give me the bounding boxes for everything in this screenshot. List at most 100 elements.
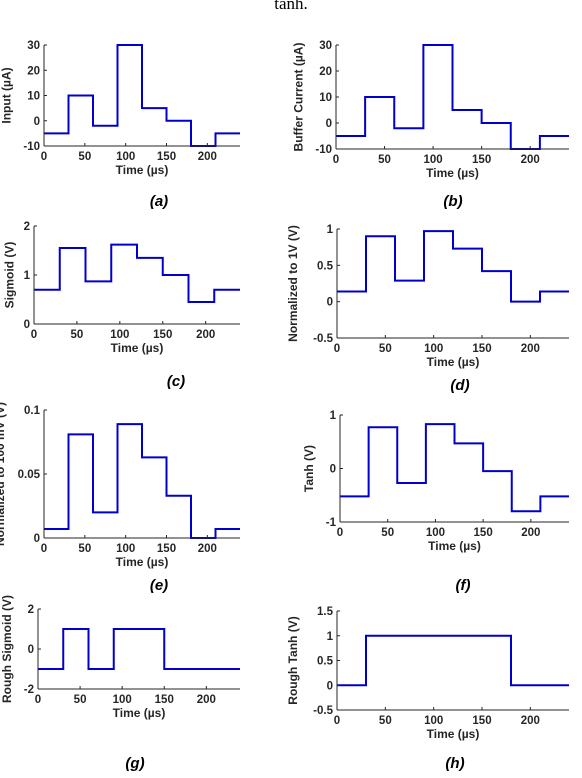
y-tick-label: 0: [34, 533, 40, 545]
x-tick-label: 150: [155, 694, 174, 706]
signal-trace: [34, 243, 240, 303]
panel-caption: (a): [150, 193, 168, 210]
panel-caption: (c): [167, 373, 185, 390]
signal-trace: [38, 628, 240, 670]
x-tick-label: 100: [426, 527, 445, 539]
x-tick-label: 0: [333, 154, 339, 166]
x-tick-label: 50: [378, 154, 391, 166]
x-tick-label: 100: [113, 694, 132, 706]
y-axis-label: Buffer Current (µA): [292, 43, 306, 152]
chart-panel-e: 0 50 100 150 200 0 0.05 0.1 Time (µs) Normalized …: [0, 402, 240, 594]
y-axis-label: Input (µA): [0, 67, 14, 123]
x-tick-label: 150: [474, 527, 493, 539]
y-tick-label: -10: [23, 141, 40, 153]
x-tick-label: 200: [521, 715, 540, 727]
x-tick-label: 100: [110, 329, 129, 341]
y-axis-label: Rough Tanh (V): [286, 616, 300, 704]
panel-caption: (h): [445, 755, 464, 772]
y-tick-label: 0.1: [24, 405, 41, 417]
y-tick-label: -10: [315, 144, 332, 156]
x-tick-label: 200: [198, 151, 217, 163]
x-tick-label: 200: [196, 329, 215, 341]
y-tick-label: -0.5: [313, 705, 333, 717]
y-tick-label: 2: [28, 604, 34, 616]
x-tick-label: 150: [157, 543, 176, 555]
x-tick-label: 50: [71, 329, 84, 341]
x-tick-label: 0: [41, 543, 47, 555]
x-tick-label: 0: [334, 715, 340, 727]
y-tick-label: -0.5: [313, 333, 333, 345]
panel-caption: (f): [456, 577, 471, 594]
x-tick-label: 50: [78, 151, 91, 163]
y-tick-label: -2: [24, 684, 34, 696]
x-tick-label: 150: [472, 715, 491, 727]
y-tick-label: 1.5: [317, 606, 334, 618]
signal-trace: [340, 423, 569, 513]
panel-caption: (e): [150, 577, 168, 594]
x-tick-label: 100: [423, 154, 442, 166]
y-axis-label: Rough Sigmoid (V): [0, 595, 14, 703]
x-tick-label: 100: [116, 543, 135, 555]
x-tick-label: 50: [379, 715, 392, 727]
x-tick-label: 200: [521, 527, 540, 539]
y-tick-label: 2: [24, 221, 30, 233]
y-tick-label: 10: [319, 92, 332, 104]
x-axis-label: Time (µs): [427, 355, 480, 369]
x-tick-label: 100: [116, 151, 135, 163]
x-tick-label: 150: [153, 329, 172, 341]
x-tick-label: 200: [521, 154, 540, 166]
y-tick-label: -1: [326, 517, 337, 529]
y-axis-label: Sigmoid (V): [3, 242, 17, 309]
x-tick-label: 100: [424, 343, 443, 355]
y-tick-label: 0: [24, 319, 30, 331]
y-axis-label: Normalized to 100 mV (V): [0, 402, 7, 546]
x-axis-label: Time (µs): [111, 341, 164, 355]
x-tick-label: 100: [424, 715, 443, 727]
y-tick-label: 20: [27, 65, 40, 77]
y-tick-label: 30: [319, 40, 332, 52]
x-axis-label: Time (µs): [116, 163, 169, 177]
x-tick-label: 150: [157, 151, 176, 163]
x-tick-label: 50: [381, 527, 394, 539]
signal-trace: [44, 44, 240, 147]
y-axis-label: Normalized to 1V (V): [286, 225, 300, 342]
x-tick-label: 150: [472, 343, 491, 355]
signal-trace: [44, 423, 240, 539]
signal-trace: [336, 44, 569, 150]
y-tick-label: 1: [327, 631, 334, 643]
x-axis-label: Time (µs): [427, 727, 480, 741]
chart-panel-c: 0 50 100 150 200 0 1 2 Time (µs) Sigmoid (V) (c): [3, 221, 240, 390]
y-tick-label: 0.5: [317, 260, 334, 272]
panel-caption: (b): [443, 193, 462, 210]
x-tick-label: 0: [31, 329, 37, 341]
y-tick-label: 20: [319, 66, 332, 78]
x-axis-label: Time (µs): [426, 166, 479, 180]
y-tick-label: 1: [330, 410, 337, 422]
x-tick-label: 0: [334, 343, 340, 355]
y-tick-label: 0: [326, 118, 332, 130]
x-tick-label: 200: [197, 694, 216, 706]
y-tick-label: 0: [327, 680, 333, 692]
y-tick-label: 0.5: [317, 656, 334, 668]
x-tick-label: 200: [521, 343, 540, 355]
y-tick-label: 1: [24, 270, 31, 282]
page-heading-fragment: tanh.: [274, 0, 308, 13]
x-tick-label: 0: [337, 527, 343, 539]
y-tick-label: 0: [327, 297, 333, 309]
y-tick-label: 0.05: [18, 469, 41, 481]
x-tick-label: 50: [74, 694, 87, 706]
signal-trace: [337, 230, 569, 303]
y-axis-label: Tanh (V): [302, 445, 316, 492]
y-tick-label: 1: [327, 224, 334, 236]
y-tick-label: 30: [27, 40, 40, 52]
x-tick-label: 150: [472, 154, 491, 166]
panel-caption: (d): [450, 377, 469, 394]
y-tick-label: 0: [28, 644, 34, 656]
